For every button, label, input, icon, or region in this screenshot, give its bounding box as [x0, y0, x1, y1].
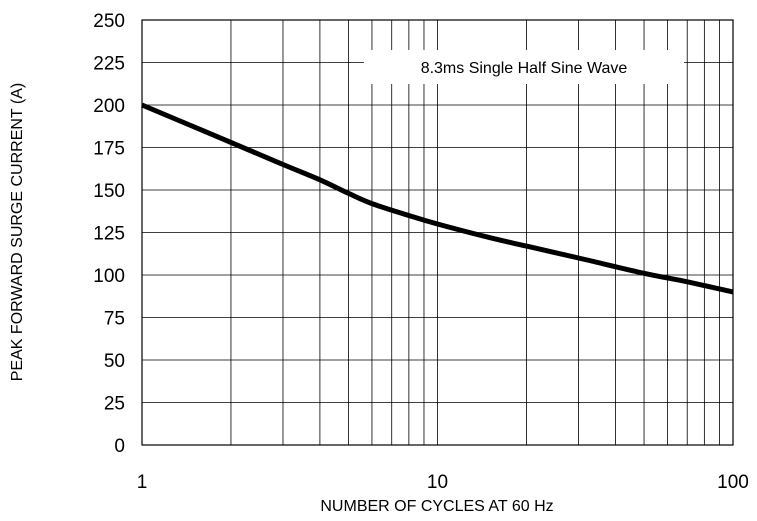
- x-tick-labels: 1 10 100: [137, 472, 749, 493]
- surge-current-curve: [141, 102, 734, 295]
- series-layer: [141, 102, 734, 295]
- annotation-background: [364, 50, 684, 84]
- y-tick-label: 25: [104, 394, 125, 415]
- annotation-box: 8.3ms Single Half Sine Wave: [364, 50, 684, 84]
- y-tick-label: 200: [93, 96, 125, 117]
- y-tick-label: 0: [114, 436, 125, 457]
- y-tick-label: 175: [93, 139, 125, 160]
- x-tick-label: 100: [717, 472, 749, 493]
- y-tick-labels: 0 25 50 75 100 125 150 175 200 225 250: [93, 11, 125, 457]
- y-tick-label: 50: [104, 351, 125, 372]
- y-axis-label: PEAK FORWARD SURGE CURRENT (A): [9, 83, 26, 381]
- y-tick-label: 125: [93, 224, 125, 245]
- annotation-text: 8.3ms Single Half Sine Wave: [421, 60, 628, 77]
- x-tick-label: 1: [137, 472, 148, 493]
- plot-frame: [141, 19, 734, 446]
- y-tick-label: 100: [93, 266, 125, 287]
- y-tick-label: 225: [93, 54, 125, 75]
- x-axis-label: NUMBER OF CYCLES AT 60 Hz: [320, 498, 553, 515]
- x-tick-label: 10: [427, 472, 448, 493]
- y-tick-label: 75: [104, 309, 125, 330]
- y-tick-label: 150: [93, 181, 125, 202]
- y-tick-label: 250: [93, 11, 125, 32]
